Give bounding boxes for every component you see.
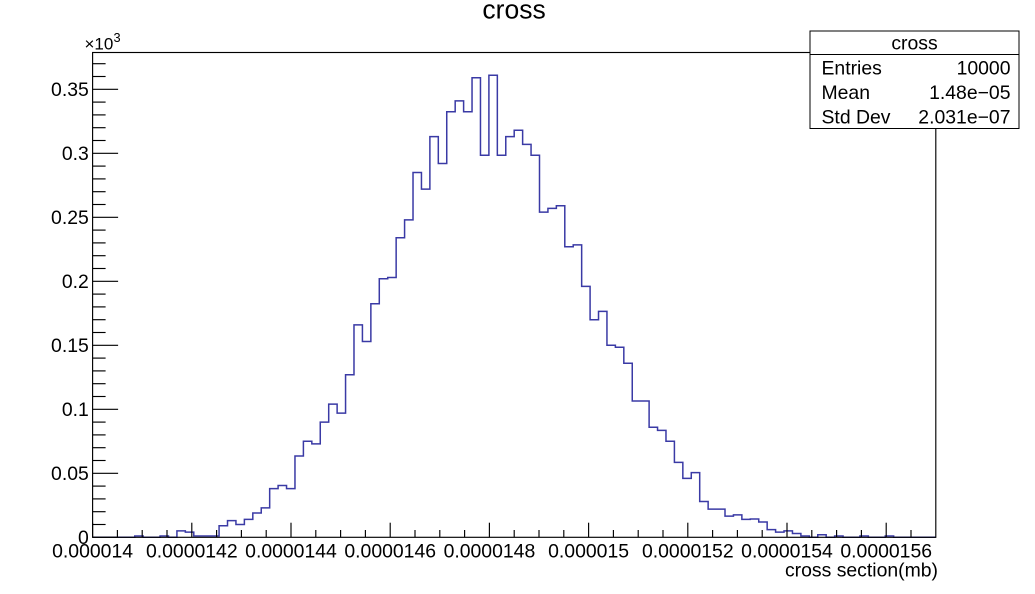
svg-text:Entries: Entries [822, 57, 888, 79]
svg-text:0.0000146: 0.0000146 [344, 541, 436, 563]
svg-text:0.25: 0.25 [51, 207, 89, 229]
svg-text:cross section(mb): cross section(mb) [785, 560, 938, 582]
svg-text:0.15: 0.15 [51, 335, 89, 357]
svg-text:0.05: 0.05 [51, 463, 89, 485]
svg-text:0.35: 0.35 [51, 79, 89, 101]
svg-text:×10: ×10 [85, 35, 114, 54]
svg-text:0.0000154: 0.0000154 [741, 541, 833, 563]
svg-text:0.0000152: 0.0000152 [642, 541, 734, 563]
svg-text:Std Dev: Std Dev [822, 106, 907, 128]
svg-text:1.48e−05: 1.48e−05 [924, 82, 1011, 104]
svg-text:0.000015: 0.000015 [548, 541, 629, 563]
svg-text:2.031e−07: 2.031e−07 [913, 106, 1011, 128]
svg-text:cross: cross [482, 0, 545, 25]
svg-text:cross: cross [891, 33, 937, 55]
svg-text:0.0000142: 0.0000142 [146, 541, 238, 563]
svg-text:0.0000156: 0.0000156 [840, 541, 932, 563]
svg-text:10000: 10000 [951, 57, 1011, 79]
svg-text:0.3: 0.3 [62, 143, 89, 165]
svg-text:0.1: 0.1 [62, 399, 89, 421]
svg-text:Mean: Mean [822, 82, 881, 104]
svg-text:0.2: 0.2 [62, 271, 89, 293]
svg-text:0.000014: 0.000014 [52, 541, 133, 563]
svg-text:3: 3 [114, 30, 121, 45]
svg-text:0.0000144: 0.0000144 [245, 541, 337, 563]
svg-text:0.0000148: 0.0000148 [444, 541, 536, 563]
svg-text:0: 0 [78, 527, 89, 549]
